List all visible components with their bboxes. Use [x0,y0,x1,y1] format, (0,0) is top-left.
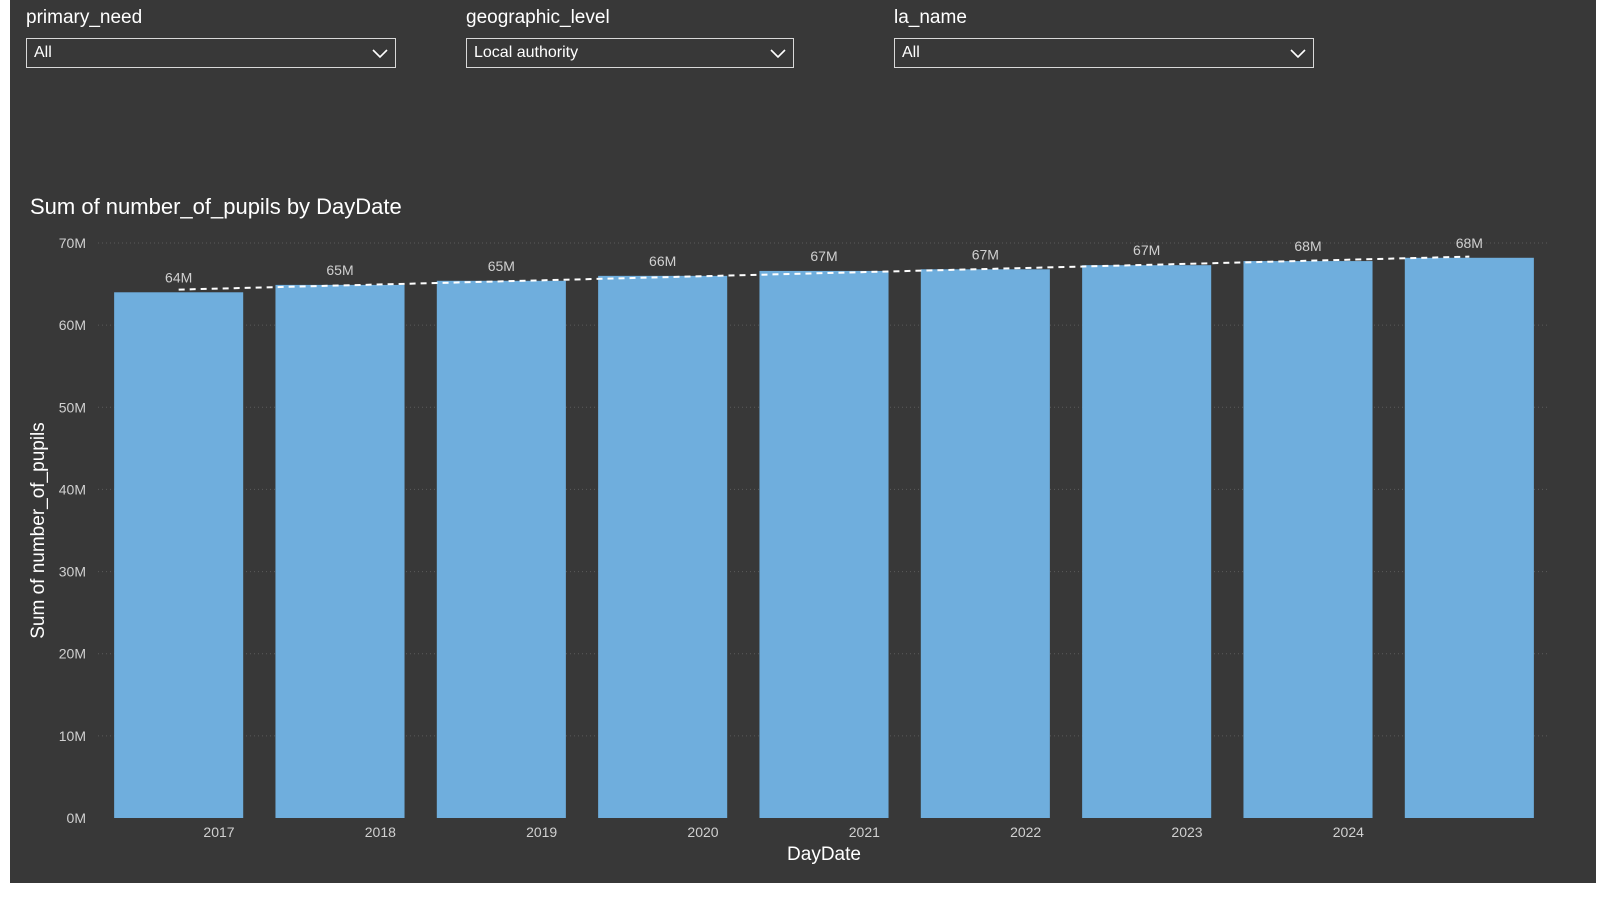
bar [1243,261,1373,819]
data-label: 67M [810,248,837,264]
y-tick-label: 20M [59,646,86,662]
geographic-level-dropdown[interactable]: Local authority [466,38,794,68]
data-label: 68M [1294,238,1321,254]
x-tick-label: 2020 [687,824,718,840]
bar [920,269,1050,818]
slicer-primary-need: primary_need All [26,6,396,68]
chevron-down-icon [372,49,388,59]
dropdown-value: All [34,44,52,61]
data-label: 66M [649,253,676,269]
chevron-down-icon [770,49,786,59]
slicer-title: primary_need [26,7,143,28]
bar [1404,257,1534,818]
x-tick-label: 2017 [203,824,234,840]
bar [436,280,566,818]
x-tick-label: 2018 [365,824,396,840]
slicer-title: geographic_level [466,7,610,28]
dropdown-value: Local authority [474,44,579,61]
x-tick-label: 2022 [1010,824,1041,840]
y-tick-label: 10M [59,728,86,744]
slicer-geographic-level: geographic_level Local authority [466,6,794,68]
x-axis-title: DayDate [787,844,861,865]
bar-chart: 0M 10M 20M 30M 40M 50M 60M 70M 64M 65M 65M 66M 67M 67… [28,235,1550,865]
y-tick-label: 40M [59,481,86,497]
y-tick-label: 30M [59,564,86,580]
y-axis-title: Sum of number_of_pupils [28,422,49,639]
x-tick-label: 2019 [526,824,557,840]
bar [1082,265,1212,818]
bar [275,284,405,819]
primary-need-dropdown[interactable]: All [26,38,396,68]
data-label: 67M [1133,242,1160,258]
data-label: 65M [326,262,353,278]
chart-title: Sum of number_of_pupils by DayDate [30,194,402,219]
chevron-down-icon [1290,49,1306,59]
x-tick-label: 2021 [849,824,880,840]
x-tick-label: 2024 [1333,824,1364,840]
y-tick-label: 0M [67,810,86,826]
data-label: 64M [165,269,192,285]
bar [759,270,889,818]
dropdown-value: All [902,44,920,61]
slicer-la-name: la_name All [894,6,1314,68]
y-tick-label: 50M [59,399,86,415]
x-tick-label: 2023 [1171,824,1202,840]
report-canvas: primary_need All geographic_level Local … [10,0,1596,883]
data-label: 67M [972,246,999,262]
data-label: 68M [1456,235,1483,251]
bar [114,292,244,818]
y-tick-label: 70M [59,235,86,251]
data-label: 65M [488,258,515,274]
bar [598,275,728,818]
y-tick-label: 60M [59,317,86,333]
la-name-dropdown[interactable]: All [894,38,1314,68]
slicer-title: la_name [894,7,967,28]
